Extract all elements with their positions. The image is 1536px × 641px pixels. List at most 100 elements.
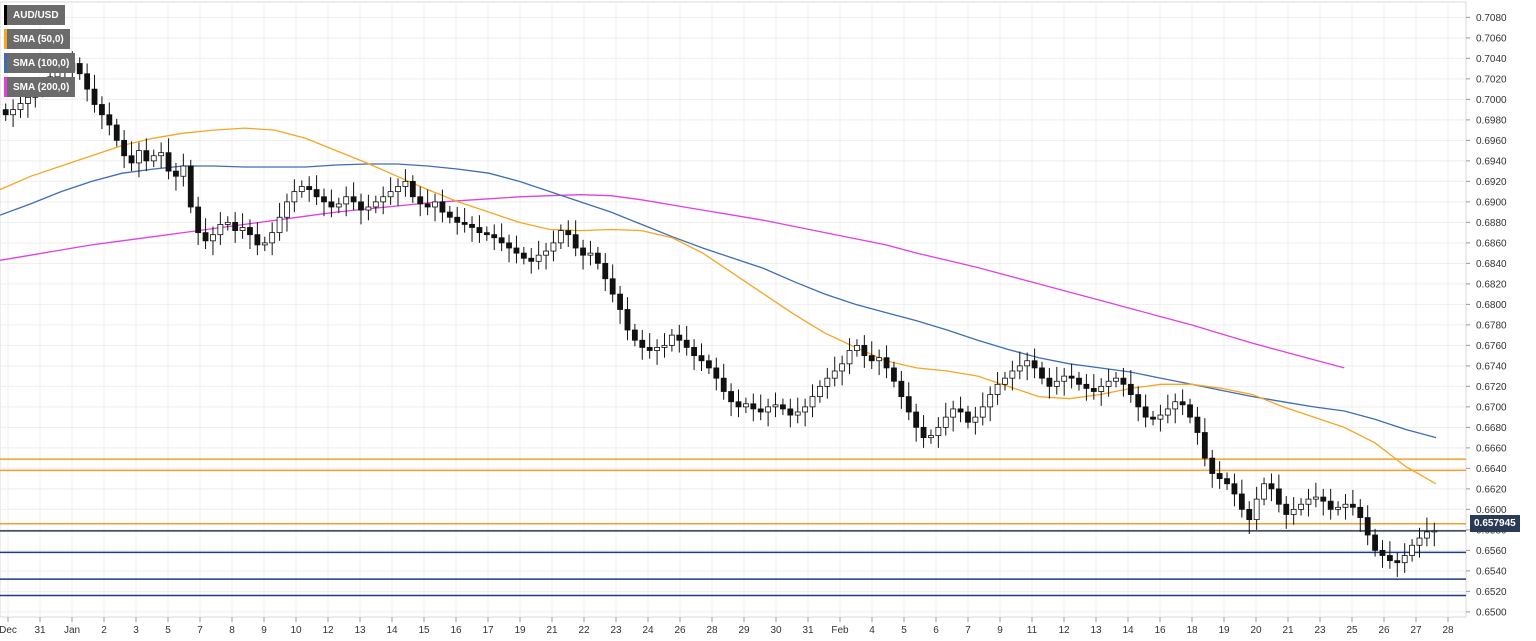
candle-body [565,230,572,236]
x-tick-label: 5 [165,625,171,636]
candle-body [750,403,757,410]
candle-body [942,416,949,428]
candle-body [1076,377,1082,385]
legend-item-sma100: SMA (100,0) [4,53,76,73]
candle-body [1142,406,1149,418]
candle-body [1090,388,1097,392]
candle-body [809,396,816,408]
candle-body [728,391,735,403]
levels-layer [0,458,1466,597]
x-tick-label: 3 [133,625,139,636]
candle-body [476,227,483,234]
y-tick-label: 0.7040 [1476,54,1507,65]
y-tick-label: 0.7000 [1476,95,1507,106]
candle-body [550,242,557,252]
candle-body [1083,383,1090,389]
candle-body [1394,560,1401,564]
candle-body [1409,544,1415,556]
y-tick-label: 0.6780 [1476,320,1507,331]
candle-body [483,232,490,236]
candle-body [84,73,91,90]
candle-body [1342,503,1349,508]
x-tick-label: 14 [386,625,398,636]
candle-body [1298,503,1304,510]
candle-body [839,363,846,372]
candle-layer [2,51,1438,578]
candle-body [705,360,712,369]
candle-body [454,216,461,223]
candle-body [1364,517,1371,536]
y-axis: 0.7080 0.7060 0.7040 0.7020 0.7000 0.6980 0.69… [1466,13,1507,618]
candle-body [91,88,98,105]
candle-body [668,334,675,346]
candle-body [1172,401,1179,410]
candle-body [535,254,542,262]
candle-body [498,237,505,244]
candle-body [972,416,979,423]
candle-body [639,339,646,348]
candle-body [195,206,202,234]
y-tick-label: 0.6940 [1476,156,1507,167]
candle-body [136,150,142,164]
candle-body [883,357,890,369]
candle-body [328,201,335,208]
candle-body [1357,506,1364,518]
candle-body [298,186,305,193]
x-tick-label: 10 [290,625,302,636]
candle-body [17,103,24,111]
x-tick-label: 7 [965,625,971,636]
candle-body [1201,432,1208,459]
candle-body [365,206,372,211]
candle-body [794,411,801,416]
candle-body [1016,365,1023,372]
x-tick-label: 21 [1282,625,1294,636]
candle-body [372,201,379,208]
candle-body [506,242,512,249]
candle-body [676,334,683,341]
candle-body [824,377,831,387]
candle-body [402,180,409,187]
x-tick-label: 17 [482,625,494,636]
candle-body [395,186,401,193]
y-tick-label: 0.6960 [1476,136,1507,147]
candle-body [335,203,342,208]
x-tick-label: 4 [869,625,875,636]
candle-body [713,367,720,379]
candle-body [150,155,157,162]
candle-body [1238,493,1245,510]
candle-body [1416,537,1423,546]
candle-body [313,189,320,198]
candle-body [217,224,224,236]
x-tick-label: 22 [578,625,590,636]
candle-body [846,350,853,365]
candle-body [1209,457,1216,474]
candle-body [1401,555,1408,564]
candle-body [1431,530,1438,533]
candle-body [1009,370,1016,379]
legend-label-symbol: AUD/USD [13,9,59,21]
candle-body [1320,496,1327,502]
candle-body [1305,498,1312,505]
x-tick-label: 26 [674,625,686,636]
candle-body [913,411,920,428]
candle-body [1002,377,1008,385]
sma-layer [0,127,1437,485]
candle-body [994,383,1001,395]
x-tick-label: 28 [706,625,718,636]
candle-body [891,367,897,382]
candle-body [787,408,794,416]
candle-body [106,114,113,126]
candle-body [1290,508,1297,515]
x-tick-label: 31 [34,625,46,636]
candle-body [772,404,779,408]
x-tick-label: 29 [738,625,750,636]
legend: AUD/USD SMA (50,0) SMA (100,0) SMA (200,… [4,5,76,101]
candle-body [1105,380,1112,387]
candle-body [128,155,135,164]
candle-body [1098,385,1105,392]
candle-body [173,170,179,177]
y-tick-label: 0.6880 [1476,218,1507,229]
candle-body [631,329,638,341]
